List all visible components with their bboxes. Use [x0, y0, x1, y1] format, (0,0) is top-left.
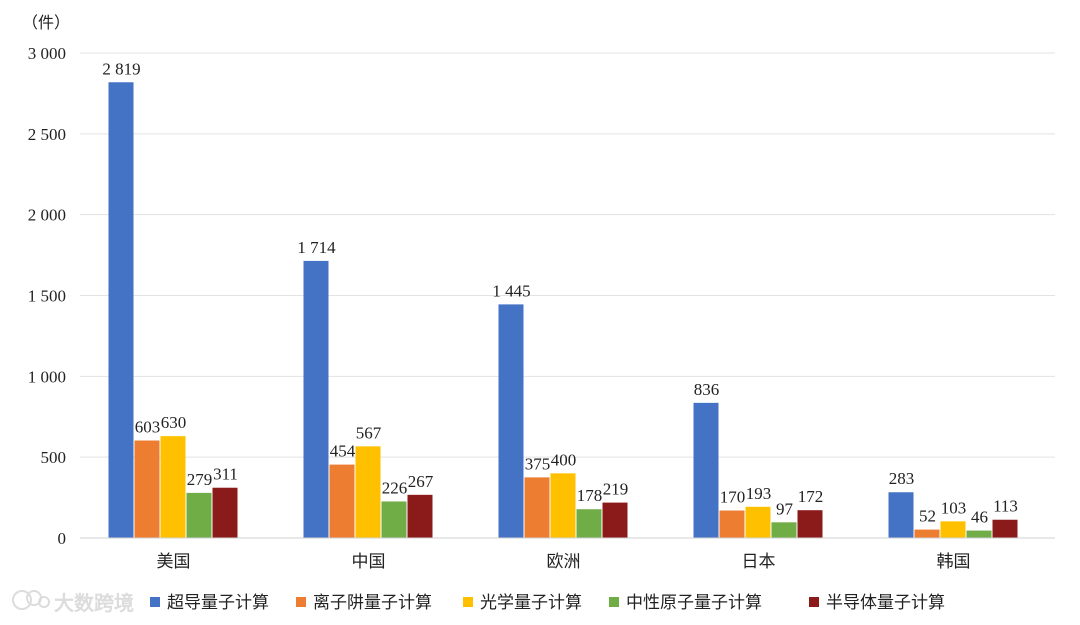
bar: [914, 529, 940, 538]
watermark-text: 大数跨境: [54, 591, 134, 615]
legend-label: 半导体量子计算: [826, 593, 945, 613]
bar: [745, 506, 771, 538]
bar: [602, 502, 628, 538]
data-label: 836: [694, 380, 720, 399]
data-label: 178: [577, 486, 603, 505]
bar: [576, 509, 602, 538]
gridlines: [80, 52, 1055, 458]
bar: [381, 501, 407, 538]
bar: [992, 519, 1018, 538]
bar: [693, 402, 719, 538]
bar: [966, 530, 992, 538]
data-label: 375: [525, 454, 551, 473]
data-label: 400: [551, 450, 577, 469]
bar: [524, 477, 550, 538]
data-label: 630: [161, 413, 187, 432]
bar: [108, 82, 134, 539]
data-label: 172: [798, 487, 824, 506]
legend-swatch: [296, 597, 306, 607]
legend-label: 超导量子计算: [167, 593, 269, 613]
bar: [355, 446, 381, 538]
legend-swatch: [150, 597, 160, 607]
bar: [303, 260, 329, 538]
legend-swatch: [809, 597, 819, 607]
legend-label: 离子阱量子计算: [313, 593, 432, 613]
x-tick-label: 美国: [157, 552, 191, 572]
data-label: 103: [941, 498, 967, 517]
data-label: 603: [135, 418, 161, 437]
y-tick-label: 3 000: [28, 44, 66, 63]
y-unit-label: （件）: [22, 13, 70, 32]
bar: [797, 510, 823, 538]
data-label: 283: [889, 469, 915, 488]
data-label: 170: [720, 488, 746, 507]
x-tick-label: 日本: [742, 552, 776, 572]
y-axis: 0 500 1 000 1 500 2 000 2 500 3 000: [28, 44, 66, 548]
data-label: 1 445: [492, 281, 530, 300]
y-tick-label: 500: [41, 448, 67, 467]
bar: [498, 304, 524, 538]
data-label: 454: [330, 442, 356, 461]
bar: [407, 494, 433, 538]
data-label: 1 714: [297, 238, 336, 257]
y-tick-label: 1 000: [28, 367, 66, 386]
data-label: 46: [971, 508, 988, 527]
data-label: 2 819: [102, 59, 140, 78]
data-label: 567: [356, 423, 382, 442]
bars: [108, 82, 1018, 539]
data-label: 113: [993, 497, 1018, 516]
bar: [329, 464, 355, 538]
data-label: 97: [776, 499, 794, 518]
bar: [212, 487, 238, 538]
bar: [160, 436, 186, 538]
legend-label: 光学量子计算: [480, 593, 582, 613]
bar: [134, 440, 160, 538]
data-label: 267: [408, 472, 434, 491]
data-label: 311: [213, 465, 238, 484]
bar: [888, 492, 914, 538]
x-tick-label: 韩国: [937, 552, 971, 572]
watermark: 大数跨境: [12, 590, 134, 615]
legend: 超导量子计算 离子阱量子计算 光学量子计算 中性原子量子计算 半导体量子计算: [150, 593, 945, 613]
bar: [771, 522, 797, 538]
bar: [940, 521, 966, 538]
y-tick-label: 2 000: [28, 206, 66, 225]
data-label: 52: [919, 507, 936, 526]
x-tick-label: 中国: [352, 552, 386, 572]
data-label: 193: [746, 484, 772, 503]
legend-swatch: [609, 597, 619, 607]
bar: [719, 510, 745, 538]
x-axis: 美国 中国 欧洲 日本 韩国: [80, 537, 1055, 572]
y-tick-label: 1 500: [28, 287, 66, 306]
y-tick-label: 2 500: [28, 125, 66, 144]
data-label: 279: [187, 470, 213, 489]
bar: [186, 492, 212, 538]
bar: [550, 473, 576, 538]
data-label: 226: [382, 478, 408, 497]
y-tick-label: 0: [58, 529, 67, 548]
legend-label: 中性原子量子计算: [626, 593, 762, 613]
data-label: 219: [603, 480, 629, 499]
watermark-logo-icon: [12, 590, 50, 610]
legend-swatch: [463, 597, 473, 607]
x-tick-label: 欧洲: [547, 552, 581, 572]
